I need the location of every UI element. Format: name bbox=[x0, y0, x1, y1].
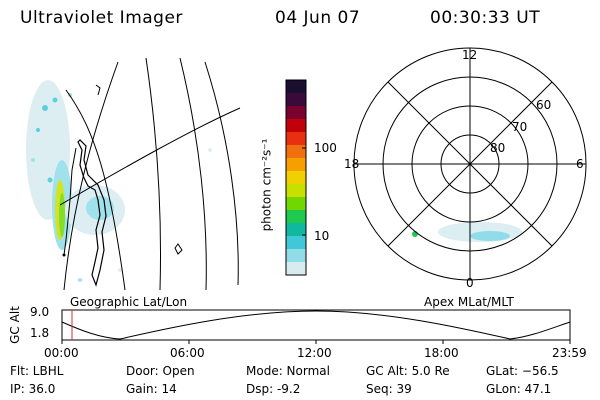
time-tick-0000: 00:00 bbox=[44, 346, 79, 360]
dsp-info: Dsp: -9.2 bbox=[246, 382, 301, 396]
altitude-ytick-low: 1.8 bbox=[30, 326, 50, 340]
altitude-ylabel: GC Alt bbox=[7, 306, 22, 344]
mlt-label-12: 12 bbox=[462, 48, 478, 62]
geographic-caption: Geographic Lat/Lon bbox=[70, 295, 188, 309]
time-label: 00:30:33 UT bbox=[430, 8, 541, 28]
colorbar-segment bbox=[286, 197, 306, 211]
date-label: 04 Jun 07 bbox=[275, 8, 361, 28]
colorbar-segment bbox=[286, 262, 306, 276]
gc-alt-info: GC Alt: 5.0 Re bbox=[366, 364, 450, 378]
colorbar-segment bbox=[286, 80, 306, 94]
filter-info: Flt: LBHL bbox=[10, 364, 64, 378]
mlat-label-60: 60 bbox=[536, 98, 552, 112]
colorbar-segment bbox=[286, 132, 306, 146]
glon-info: GLon: 47.1 bbox=[486, 382, 552, 396]
apex-caption: Apex MLat/MLT bbox=[424, 295, 514, 309]
instrument-title: Ultraviolet Imager bbox=[20, 8, 183, 28]
colorbar-segment bbox=[286, 106, 306, 120]
altitude-plot bbox=[61, 309, 571, 344]
mlat-label-80: 80 bbox=[490, 141, 506, 155]
mlat-label-70: 70 bbox=[512, 120, 528, 134]
door-info: Door: Open bbox=[126, 364, 195, 378]
colorbar-tick-100: 100 bbox=[314, 141, 337, 155]
colorbar-segment bbox=[286, 223, 306, 237]
aurora-speckle-left bbox=[26, 80, 212, 282]
mode-info: Mode: Normal bbox=[246, 364, 330, 378]
colorbar-border bbox=[285, 79, 307, 276]
polar-panel bbox=[353, 47, 587, 281]
colorbar-segment bbox=[286, 236, 306, 250]
colorbar-segment bbox=[286, 158, 306, 172]
colorbar bbox=[285, 79, 307, 276]
time-tick-2359: 23:59 bbox=[552, 346, 587, 360]
ip-info: IP: 36.0 bbox=[10, 382, 56, 396]
colorbar-segment bbox=[286, 145, 306, 159]
mlt-label-18: 18 bbox=[344, 157, 360, 171]
colorbar-tick-10: 10 bbox=[314, 229, 330, 243]
colorbar-segment bbox=[286, 210, 306, 224]
time-tick-1800: 18:00 bbox=[424, 346, 459, 360]
colorbar-unit-label: photon cm⁻²s⁻¹ bbox=[259, 138, 274, 232]
mlt-label-0: 0 bbox=[466, 276, 474, 290]
gain-info: Gain: 14 bbox=[126, 382, 177, 396]
glat-info: GLat: −56.5 bbox=[486, 364, 559, 378]
seq-info: Seq: 39 bbox=[366, 382, 412, 396]
mlt-label-6: 6 bbox=[576, 157, 584, 171]
colorbar-segment bbox=[286, 184, 306, 198]
time-tick-0600: 06:00 bbox=[170, 346, 205, 360]
colorbar-segment bbox=[286, 119, 306, 133]
time-tick-1200: 12:00 bbox=[297, 346, 332, 360]
geographic-panel bbox=[26, 57, 241, 291]
colorbar-segment bbox=[286, 249, 306, 263]
colorbar-segment bbox=[286, 93, 306, 107]
altitude-ytick-high: 9.0 bbox=[30, 305, 50, 319]
colorbar-segment bbox=[286, 171, 306, 185]
